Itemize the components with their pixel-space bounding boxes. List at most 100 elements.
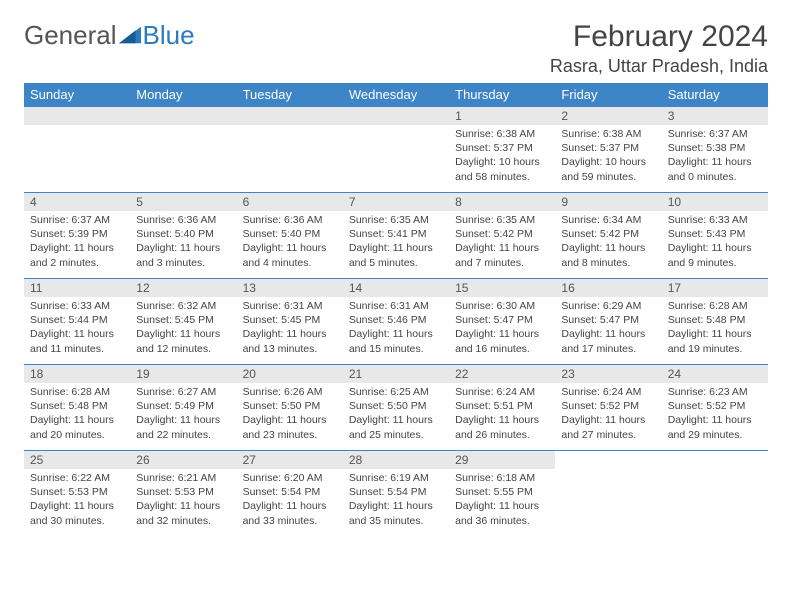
calendar-cell: 10Sunrise: 6:33 AMSunset: 5:43 PMDayligh… — [662, 193, 768, 279]
day-data: Sunrise: 6:37 AMSunset: 5:38 PMDaylight:… — [662, 125, 768, 188]
calendar-cell — [237, 107, 343, 193]
day-number: 20 — [237, 365, 343, 383]
sunset-line: Sunset: 5:47 PM — [561, 313, 655, 327]
calendar-cell: 27 Sunrise: 6:20 AMSunset: 5:54 PMDayligh… — [237, 451, 343, 537]
calendar-cell: 19Sunrise: 6:27 AMSunset: 5:49 PMDayligh… — [130, 365, 236, 451]
calendar-cell: 18Sunrise: 6:28 AMSunset: 5:48 PMDayligh… — [24, 365, 130, 451]
day-data: Sunrise: 6:31 AMSunset: 5:46 PMDaylight:… — [343, 297, 449, 360]
daylight-line: Daylight: 11 hours and 15 minutes. — [349, 327, 443, 355]
calendar-cell: 4Sunrise: 6:37 AMSunset: 5:39 PMDaylight… — [24, 193, 130, 279]
title-block: February 2024 Rasra, Uttar Pradesh, Indi… — [550, 20, 768, 77]
calendar-cell — [343, 107, 449, 193]
sunrise-line: Sunrise: 6:24 AM — [561, 385, 655, 399]
day-data: Sunrise: 6:33 AMSunset: 5:43 PMDaylight:… — [662, 211, 768, 274]
day-number: 14 — [343, 279, 449, 297]
calendar-cell: 17Sunrise: 6:28 AMSunset: 5:48 PMDayligh… — [662, 279, 768, 365]
sunrise-line: Sunrise: 6:38 AM — [455, 127, 549, 141]
sunrise-line: Sunrise: 6:25 AM — [349, 385, 443, 399]
day-number: 13 — [237, 279, 343, 297]
sunrise-line: Sunrise: 6:35 AM — [455, 213, 549, 227]
daylight-line: Daylight: 11 hours and 36 minutes. — [455, 499, 549, 527]
sunset-line: Sunset: 5:54 PM — [243, 485, 337, 499]
sunset-line: Sunset: 5:51 PM — [455, 399, 549, 413]
day-data: Sunrise: 6:25 AMSunset: 5:50 PMDaylight:… — [343, 383, 449, 446]
calendar-cell — [662, 451, 768, 537]
sunset-line: Sunset: 5:45 PM — [243, 313, 337, 327]
sunset-line: Sunset: 5:43 PM — [668, 227, 762, 241]
day-number: 19 — [130, 365, 236, 383]
day-data: Sunrise: 6:36 AMSunset: 5:40 PMDaylight:… — [237, 211, 343, 274]
location-label: Rasra, Uttar Pradesh, India — [550, 56, 768, 77]
day-number: 27 — [237, 451, 343, 469]
calendar-cell: 25Sunrise: 6:22 AMSunset: 5:53 PMDayligh… — [24, 451, 130, 537]
sunrise-line: Sunrise: 6:27 AM — [136, 385, 230, 399]
day-data: Sunrise: 6:38 AMSunset: 5:37 PMDaylight:… — [555, 125, 661, 188]
sunset-line: Sunset: 5:54 PM — [349, 485, 443, 499]
day-number: 9 — [555, 193, 661, 211]
day-data: Sunrise: 6:31 AMSunset: 5:45 PMDaylight:… — [237, 297, 343, 360]
daylight-line: Daylight: 11 hours and 2 minutes. — [30, 241, 124, 269]
calendar-cell: 14Sunrise: 6:31 AMSunset: 5:46 PMDayligh… — [343, 279, 449, 365]
weekday-header: Wednesday — [343, 83, 449, 107]
daylight-line: Daylight: 11 hours and 9 minutes. — [668, 241, 762, 269]
calendar-cell: 26Sunrise: 6:21 AMSunset: 5:53 PMDayligh… — [130, 451, 236, 537]
calendar-cell: 11Sunrise: 6:33 AMSunset: 5:44 PMDayligh… — [24, 279, 130, 365]
day-number: 7 — [343, 193, 449, 211]
sunrise-line: Sunrise: 6:19 AM — [349, 471, 443, 485]
sunset-line: Sunset: 5:42 PM — [561, 227, 655, 241]
calendar-cell: 9Sunrise: 6:34 AMSunset: 5:42 PMDaylight… — [555, 193, 661, 279]
daylight-line: Daylight: 11 hours and 29 minutes. — [668, 413, 762, 441]
day-data: Sunrise: 6:26 AMSunset: 5:50 PMDaylight:… — [237, 383, 343, 446]
daylight-line: Daylight: 11 hours and 33 minutes. — [243, 499, 337, 527]
sunset-line: Sunset: 5:40 PM — [243, 227, 337, 241]
month-title: February 2024 — [550, 20, 768, 54]
sunrise-line: Sunrise: 6:37 AM — [668, 127, 762, 141]
daylight-line: Daylight: 11 hours and 12 minutes. — [136, 327, 230, 355]
sunrise-line: Sunrise: 6:28 AM — [668, 299, 762, 313]
sunset-line: Sunset: 5:50 PM — [243, 399, 337, 413]
calendar-cell: 3Sunrise: 6:37 AMSunset: 5:38 PMDaylight… — [662, 107, 768, 193]
day-number: 26 — [130, 451, 236, 469]
day-number: 8 — [449, 193, 555, 211]
day-number: 25 — [24, 451, 130, 469]
day-data: Sunrise: 6:35 AMSunset: 5:42 PMDaylight:… — [449, 211, 555, 274]
daylight-line: Daylight: 11 hours and 32 minutes. — [136, 499, 230, 527]
sunset-line: Sunset: 5:40 PM — [136, 227, 230, 241]
daylight-line: Daylight: 11 hours and 16 minutes. — [455, 327, 549, 355]
calendar-cell: 8Sunrise: 6:35 AMSunset: 5:42 PMDaylight… — [449, 193, 555, 279]
daylight-line: Daylight: 11 hours and 30 minutes. — [30, 499, 124, 527]
daylight-line: Daylight: 11 hours and 20 minutes. — [30, 413, 124, 441]
sunset-line: Sunset: 5:39 PM — [30, 227, 124, 241]
day-number: 18 — [24, 365, 130, 383]
sunset-line: Sunset: 5:48 PM — [30, 399, 124, 413]
sunrise-line: Sunrise: 6:30 AM — [455, 299, 549, 313]
calendar-cell: 2Sunrise: 6:38 AMSunset: 5:37 PMDaylight… — [555, 107, 661, 193]
calendar-cell: 16Sunrise: 6:29 AMSunset: 5:47 PMDayligh… — [555, 279, 661, 365]
day-number: 22 — [449, 365, 555, 383]
day-number: 16 — [555, 279, 661, 297]
daylight-line: Daylight: 11 hours and 19 minutes. — [668, 327, 762, 355]
day-data: Sunrise: 6:27 AMSunset: 5:49 PMDaylight:… — [130, 383, 236, 446]
calendar-cell: 20Sunrise: 6:26 AMSunset: 5:50 PMDayligh… — [237, 365, 343, 451]
day-number: 4 — [24, 193, 130, 211]
sunset-line: Sunset: 5:42 PM — [455, 227, 549, 241]
logo: General Blue — [24, 20, 195, 51]
day-number: 10 — [662, 193, 768, 211]
sunrise-line: Sunrise: 6:31 AM — [243, 299, 337, 313]
day-number: 11 — [24, 279, 130, 297]
day-number: 2 — [555, 107, 661, 125]
sunrise-line: Sunrise: 6:18 AM — [455, 471, 549, 485]
sunrise-line: Sunrise: 6:20 AM — [243, 471, 337, 485]
sunset-line: Sunset: 5:49 PM — [136, 399, 230, 413]
calendar-cell: 29Sunrise: 6:18 AMSunset: 5:55 PMDayligh… — [449, 451, 555, 537]
day-number: 21 — [343, 365, 449, 383]
day-data: Sunrise: 6:34 AMSunset: 5:42 PMDaylight:… — [555, 211, 661, 274]
weekday-header: Tuesday — [237, 83, 343, 107]
day-number: 1 — [449, 107, 555, 125]
day-data: Sunrise: 6:29 AMSunset: 5:47 PMDaylight:… — [555, 297, 661, 360]
day-data: Sunrise: 6:19 AMSunset: 5:54 PMDaylight:… — [343, 469, 449, 532]
calendar-cell: 6Sunrise: 6:36 AMSunset: 5:40 PMDaylight… — [237, 193, 343, 279]
day-data: Sunrise: 6:36 AMSunset: 5:40 PMDaylight:… — [130, 211, 236, 274]
day-data: Sunrise: 6:24 AMSunset: 5:52 PMDaylight:… — [555, 383, 661, 446]
day-data: Sunrise: 6:23 AMSunset: 5:52 PMDaylight:… — [662, 383, 768, 446]
